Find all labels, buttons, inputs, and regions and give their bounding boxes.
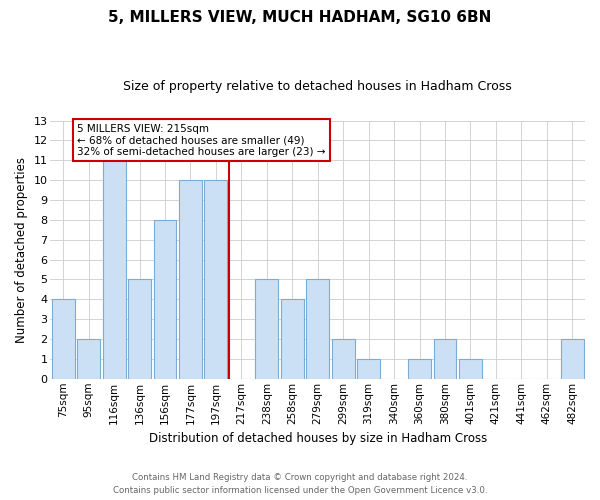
Bar [408, 359, 431, 379]
Bar [306, 280, 329, 379]
Bar [459, 359, 482, 379]
Bar [357, 359, 380, 379]
Bar [52, 300, 74, 379]
Bar [77, 339, 100, 379]
Bar [179, 180, 202, 379]
Bar [103, 160, 125, 379]
Bar [205, 180, 227, 379]
X-axis label: Distribution of detached houses by size in Hadham Cross: Distribution of detached houses by size … [149, 432, 487, 445]
Text: Contains HM Land Registry data © Crown copyright and database right 2024.
Contai: Contains HM Land Registry data © Crown c… [113, 474, 487, 495]
Text: 5, MILLERS VIEW, MUCH HADHAM, SG10 6BN: 5, MILLERS VIEW, MUCH HADHAM, SG10 6BN [109, 10, 491, 25]
Bar [154, 220, 176, 379]
Y-axis label: Number of detached properties: Number of detached properties [15, 156, 28, 342]
Bar [256, 280, 278, 379]
Bar [434, 339, 457, 379]
Bar [332, 339, 355, 379]
Bar [128, 280, 151, 379]
Title: Size of property relative to detached houses in Hadham Cross: Size of property relative to detached ho… [124, 80, 512, 93]
Text: 5 MILLERS VIEW: 215sqm
← 68% of detached houses are smaller (49)
32% of semi-det: 5 MILLERS VIEW: 215sqm ← 68% of detached… [77, 124, 326, 156]
Bar [281, 300, 304, 379]
Bar [561, 339, 584, 379]
